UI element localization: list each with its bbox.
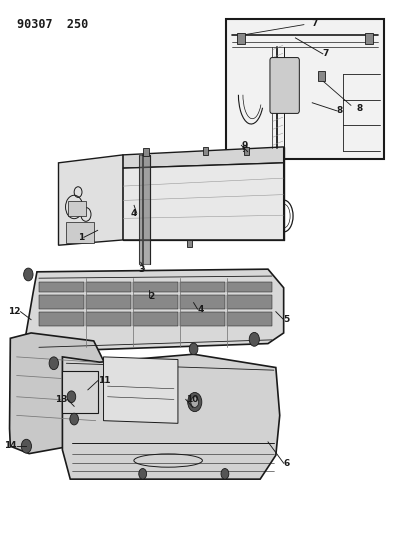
Text: 9: 9: [242, 141, 248, 150]
Polygon shape: [123, 147, 284, 168]
Bar: [86, 295, 131, 309]
Text: 4: 4: [197, 304, 204, 313]
Circle shape: [70, 413, 78, 425]
Bar: [227, 295, 272, 309]
Bar: [133, 282, 178, 292]
Polygon shape: [62, 354, 280, 479]
Text: 8: 8: [336, 106, 343, 115]
Polygon shape: [104, 357, 178, 423]
Circle shape: [139, 469, 147, 479]
Text: 1: 1: [78, 233, 84, 242]
Bar: [68, 201, 86, 216]
Bar: [86, 282, 131, 292]
Text: 7: 7: [312, 19, 318, 28]
Text: 8: 8: [357, 103, 363, 112]
Bar: [143, 148, 149, 157]
Text: 5: 5: [284, 315, 290, 324]
Bar: [318, 71, 325, 81]
Text: 6: 6: [284, 459, 290, 467]
Text: 90307  250: 90307 250: [17, 18, 89, 31]
Bar: [39, 282, 84, 292]
Bar: [133, 295, 178, 309]
Bar: [180, 295, 225, 309]
Text: 13: 13: [55, 395, 67, 404]
Bar: [39, 295, 84, 309]
Circle shape: [191, 397, 199, 407]
Text: 12: 12: [8, 307, 20, 316]
FancyBboxPatch shape: [270, 58, 299, 114]
Polygon shape: [58, 155, 123, 245]
Bar: [39, 312, 84, 326]
Circle shape: [67, 391, 76, 402]
Text: 4: 4: [130, 209, 137, 218]
Circle shape: [188, 392, 202, 411]
Bar: [227, 282, 272, 292]
Circle shape: [24, 268, 33, 281]
Text: 2: 2: [149, 292, 155, 301]
Bar: [203, 148, 208, 155]
Polygon shape: [25, 269, 284, 352]
Bar: [226, 19, 384, 159]
Circle shape: [49, 357, 58, 369]
Bar: [365, 33, 373, 44]
Circle shape: [21, 439, 32, 453]
Bar: [187, 240, 192, 247]
Text: 11: 11: [98, 376, 110, 385]
Bar: [139, 155, 150, 264]
Bar: [62, 371, 98, 413]
Bar: [180, 282, 225, 292]
Bar: [244, 148, 249, 155]
Text: 14: 14: [4, 441, 17, 450]
Polygon shape: [9, 333, 106, 454]
Circle shape: [221, 469, 229, 479]
Bar: [66, 222, 94, 243]
Bar: [133, 312, 178, 326]
Text: 3: 3: [138, 265, 145, 273]
Text: 9: 9: [242, 144, 248, 154]
Text: 10: 10: [186, 395, 198, 404]
Circle shape: [189, 343, 198, 355]
Text: 7: 7: [323, 50, 329, 58]
Bar: [238, 33, 245, 44]
Bar: [86, 312, 131, 326]
Bar: [227, 312, 272, 326]
Polygon shape: [123, 163, 284, 240]
Bar: [180, 312, 225, 326]
Circle shape: [249, 333, 259, 346]
